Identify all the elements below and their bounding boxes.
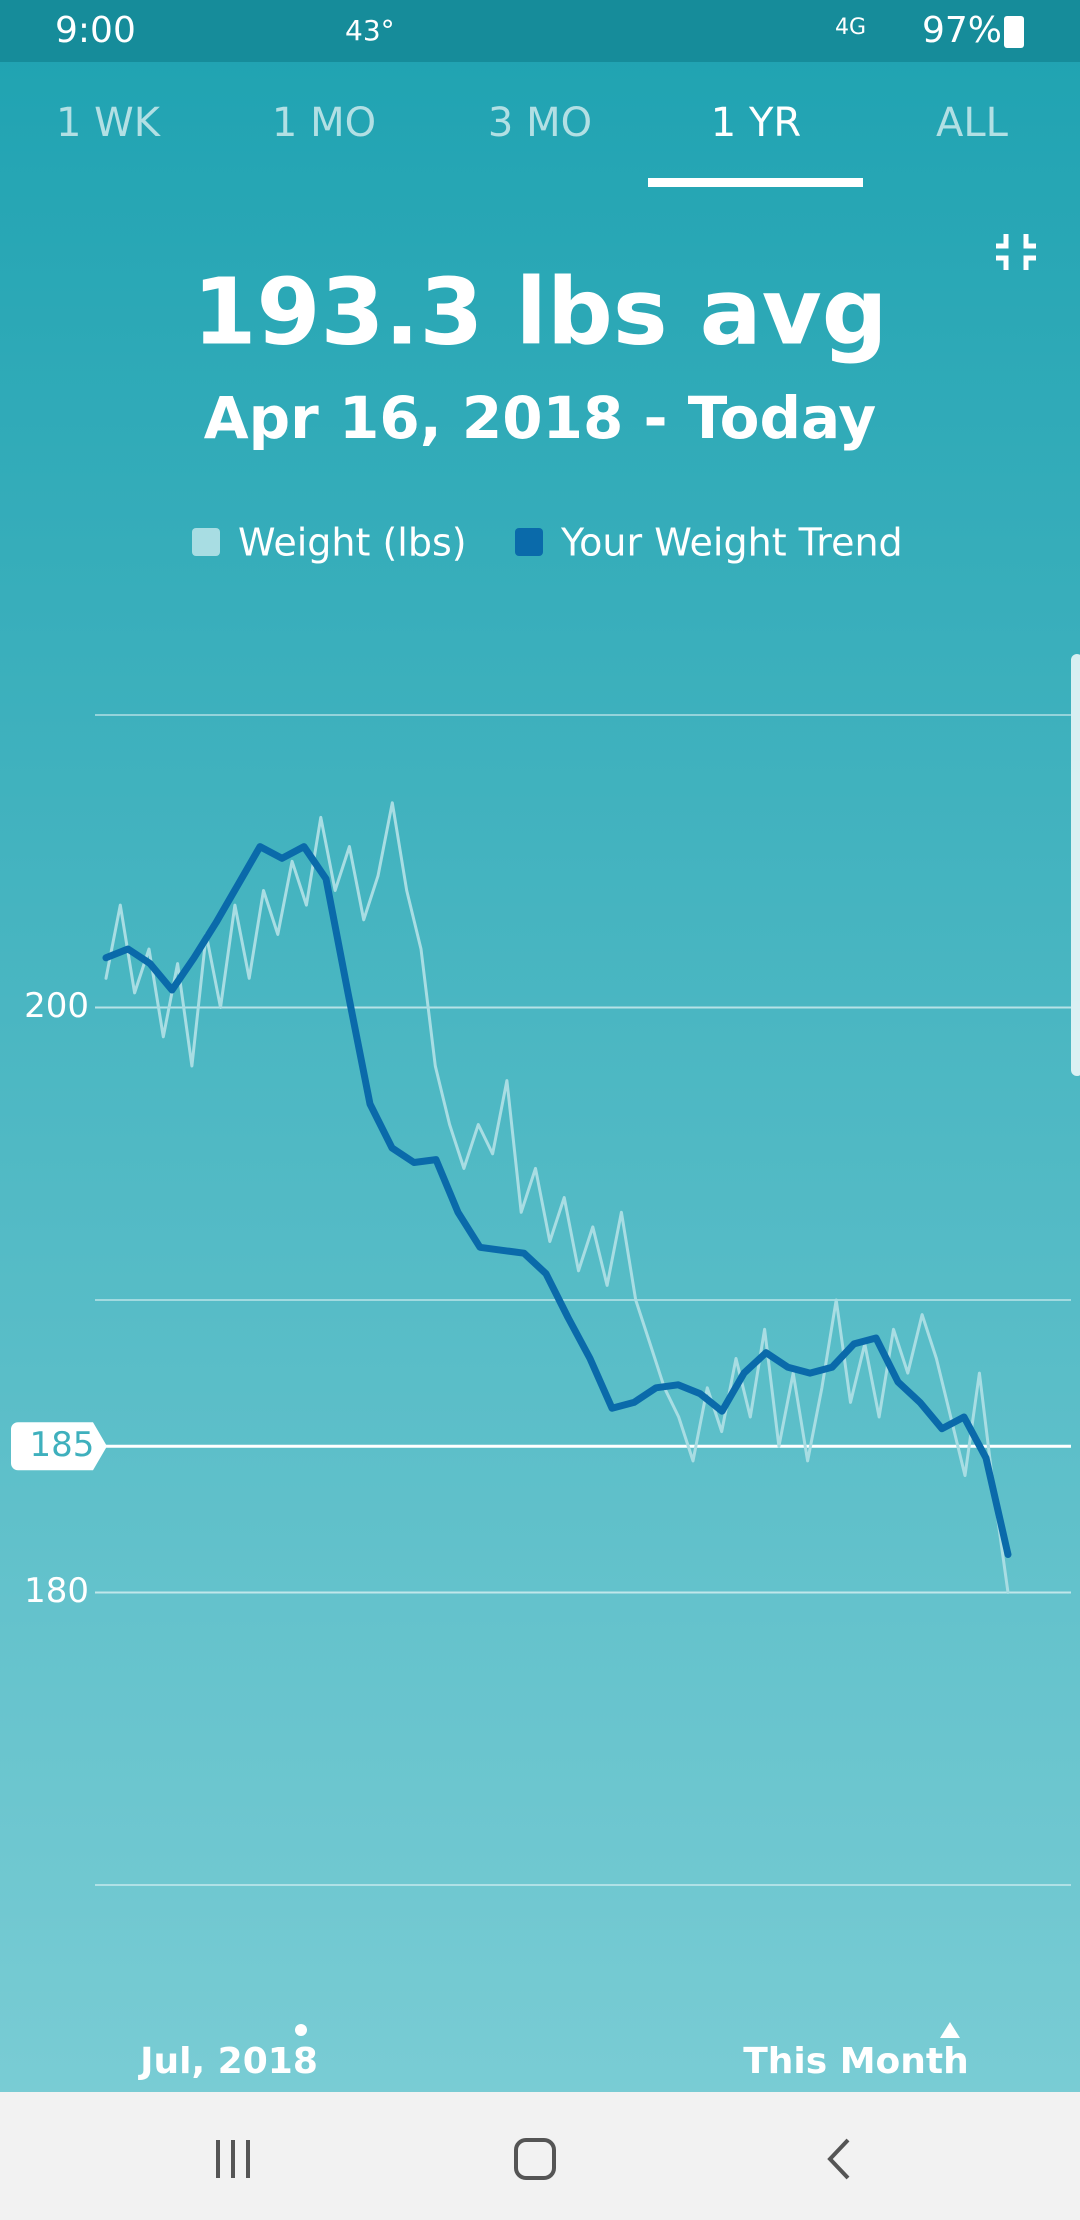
nav-icons[interactable]	[216, 2138, 850, 2180]
tab[interactable]: 3 MO	[488, 100, 592, 146]
network: 4G	[835, 15, 866, 40]
legend-label: Weight (lbs)	[238, 521, 467, 565]
average: 193.3 lbs avg	[192, 258, 887, 365]
legend-swatch	[515, 528, 543, 556]
series-line	[104, 801, 1010, 1594]
battery-icon	[1004, 16, 1024, 48]
tab[interactable]: 1 WK	[56, 100, 162, 146]
y-tick-label: 200	[24, 986, 89, 1026]
date-range: Apr 16, 2018 - Today	[204, 384, 876, 452]
scroll-handle[interactable]	[1071, 654, 1080, 1076]
tab-underline	[648, 178, 863, 187]
y-tick-label: 180	[24, 1571, 89, 1611]
legend-label: Your Weight Trend	[560, 521, 903, 565]
highlight-tag	[11, 1422, 107, 1471]
nav-bar	[0, 2092, 1080, 2220]
legend-swatch	[192, 528, 220, 556]
tab[interactable]: ALL	[936, 100, 1009, 146]
status-bar	[0, 0, 1080, 62]
x-marker	[940, 2022, 960, 2038]
tab[interactable]: 1 MO	[272, 100, 376, 146]
clock: 9:00	[55, 10, 136, 51]
x-label: Jul, 2018	[137, 2041, 318, 2082]
temperature: 43°	[345, 14, 395, 47]
series-line	[102, 843, 1012, 1558]
highlight-label: 185	[30, 1425, 95, 1465]
x-label: This Month	[743, 2041, 969, 2082]
collapse-icon[interactable]	[996, 234, 1036, 270]
x-marker	[295, 2024, 307, 2036]
tab[interactable]: 1 YR	[711, 100, 801, 146]
battery-level: 97%	[922, 10, 1002, 51]
